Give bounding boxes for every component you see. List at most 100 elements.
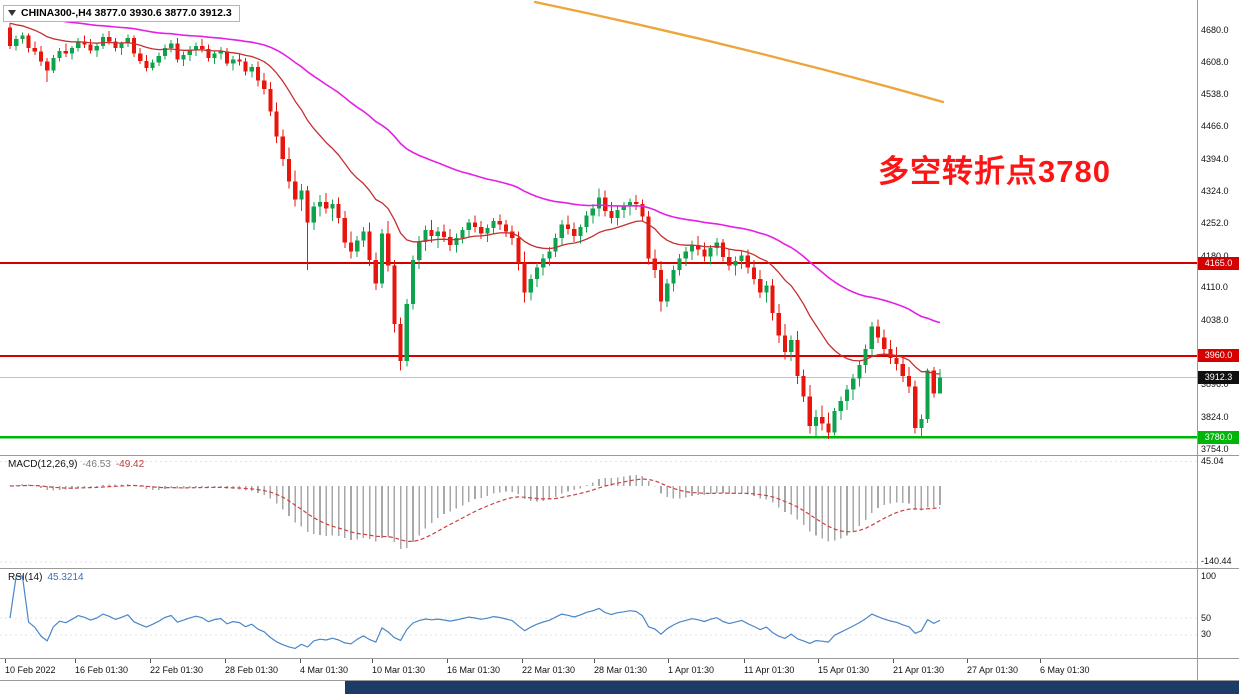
rsi-axis-label: 100 xyxy=(1201,570,1217,581)
candle-body xyxy=(658,269,664,302)
candle-body xyxy=(45,61,50,71)
candle-body xyxy=(900,363,905,377)
time-axis-label: 11 Apr 01:30 xyxy=(744,665,795,675)
candle-body xyxy=(212,53,217,59)
macd-indicator-label: MACD(12,26,9) -46.53 -49.42 xyxy=(8,459,144,470)
rsi-line xyxy=(9,575,941,650)
price-axis-tick: 4252.0 xyxy=(1201,218,1229,229)
candle-body xyxy=(460,230,465,239)
candle-body xyxy=(88,44,93,51)
macd-signal-value: -49.42 xyxy=(115,459,145,470)
price-axis-tick: 4538.0 xyxy=(1201,88,1229,99)
candle-body xyxy=(727,257,732,266)
candle-body xyxy=(224,51,230,64)
candle-body xyxy=(795,339,800,377)
candle-body xyxy=(107,36,112,42)
candle-body xyxy=(776,312,781,336)
time-axis-label: 21 Apr 01:30 xyxy=(893,665,945,675)
candle-body xyxy=(497,220,502,225)
candle-body xyxy=(596,197,602,209)
candle-body xyxy=(714,242,719,249)
candle-body xyxy=(14,39,19,46)
candle-body xyxy=(534,267,540,279)
candle-body xyxy=(404,303,409,362)
candle-body xyxy=(925,370,930,420)
candle-body xyxy=(857,364,862,379)
candle-body xyxy=(76,41,81,49)
symbol-ohlc-title: CHINA300-,H4 3877.0 3930.6 3877.0 3912.3 xyxy=(21,7,232,19)
price-axis-tick: 4110.0 xyxy=(1201,282,1228,293)
price-axis-tick: 4324.0 xyxy=(1201,185,1229,196)
chart-annotation-text[interactable]: 多空转折点3780 xyxy=(878,154,1111,189)
macd-main-value: -46.53 xyxy=(82,459,111,470)
time-axis-label: 6 May 01:30 xyxy=(1040,665,1090,675)
candle-body xyxy=(547,251,552,259)
candle-body xyxy=(324,201,329,209)
candle-body xyxy=(441,231,447,238)
candle-body xyxy=(683,251,688,259)
time-axis-label: 1 Apr 01:30 xyxy=(668,665,715,675)
chevron-down-icon xyxy=(8,10,16,16)
macd-axis-label: -140.44 xyxy=(1201,555,1232,566)
candle-body xyxy=(181,54,186,60)
candle-body xyxy=(231,59,236,64)
candle-body xyxy=(801,376,806,397)
price-axis-tick: 4466.0 xyxy=(1201,121,1229,132)
candle-body xyxy=(299,190,304,200)
candle-body xyxy=(293,181,298,200)
candle-body xyxy=(652,258,657,270)
candle-body xyxy=(677,258,682,270)
rsi-axis-label: 30 xyxy=(1201,629,1212,640)
candle-body xyxy=(348,242,354,252)
time-axis-label: 28 Feb 01:30 xyxy=(225,665,279,675)
candle-body xyxy=(392,265,397,325)
candle-body xyxy=(559,224,564,239)
candle-body xyxy=(708,248,713,257)
candle-body xyxy=(361,231,366,241)
candle-body xyxy=(640,204,645,217)
candle-body xyxy=(138,53,143,61)
price-axis-tick: 3896.0 xyxy=(1201,379,1229,390)
candle-body xyxy=(832,411,837,433)
candle-body xyxy=(435,231,440,236)
candle-body xyxy=(553,238,558,252)
candle-body xyxy=(931,370,936,394)
candle-body xyxy=(144,60,149,69)
candle-body xyxy=(472,222,478,227)
candle-body xyxy=(522,263,527,293)
descending-trendline[interactable] xyxy=(533,0,945,104)
time-axis-label: 22 Mar 01:30 xyxy=(522,665,576,675)
candle-body xyxy=(367,231,372,260)
price-level-badge: 3960.0 xyxy=(1198,349,1239,363)
price-axis-tick: 3754.0 xyxy=(1201,443,1229,454)
candle-body xyxy=(590,208,595,216)
candle-body xyxy=(485,228,490,234)
rsi-axis-label: 50 xyxy=(1201,612,1212,623)
candle-body xyxy=(584,215,589,227)
macd-name-label: MACD(12,26,9) xyxy=(8,459,78,470)
candle-body xyxy=(38,51,44,62)
candle-body xyxy=(937,377,943,394)
candle-body xyxy=(218,51,223,54)
candle-body xyxy=(82,41,87,45)
ma-slow-line xyxy=(9,10,941,324)
candle-body xyxy=(826,423,831,433)
candle-body xyxy=(696,244,701,250)
time-axis-label: 15 Apr 01:30 xyxy=(818,665,870,675)
candle-body xyxy=(869,326,874,350)
candle-body xyxy=(26,35,31,49)
candle-body xyxy=(621,206,626,211)
candle-body xyxy=(454,238,459,245)
candle-body xyxy=(410,259,416,304)
candle-body xyxy=(131,38,137,54)
candle-body xyxy=(770,285,775,313)
time-axis-label: 16 Feb 01:30 xyxy=(75,665,129,675)
candle-body xyxy=(634,201,639,205)
symbol-title-box[interactable]: CHINA300-,H4 3877.0 3930.6 3877.0 3912.3 xyxy=(3,5,240,22)
candle-body xyxy=(491,220,496,229)
candle-body xyxy=(100,36,106,46)
candle-body xyxy=(627,201,633,207)
candle-body xyxy=(373,259,378,284)
price-axis-tick: 4038.0 xyxy=(1201,315,1229,325)
